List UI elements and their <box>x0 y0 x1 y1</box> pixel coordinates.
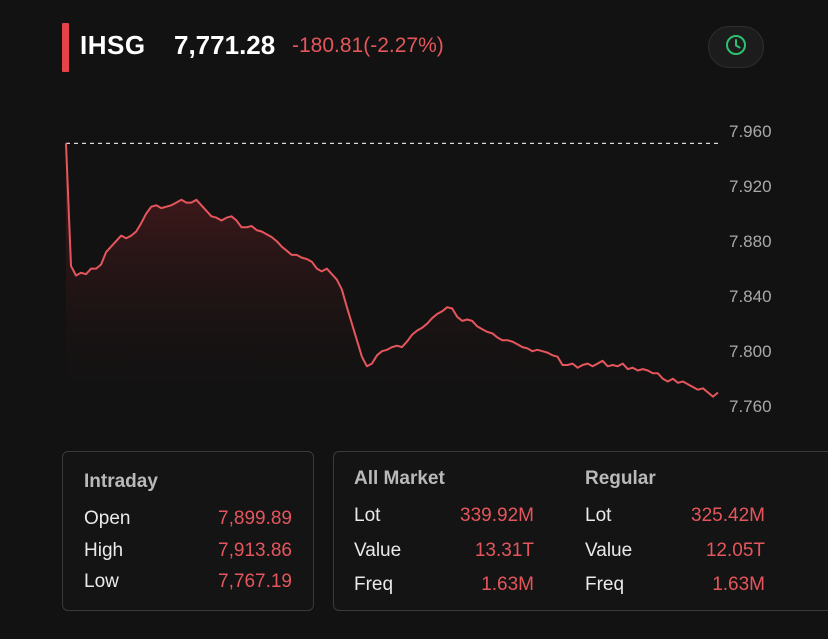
intraday-open-value: 7,899.89 <box>218 508 292 529</box>
ticker-symbol: IHSG <box>80 30 146 60</box>
y-tick-label: 7.800 <box>729 342 772 361</box>
intraday-price-chart: 7.960 7.920 7.880 7.840 7.800 7.760 <box>65 122 772 420</box>
y-tick-label: 7.760 <box>729 397 772 416</box>
price-line <box>65 143 719 398</box>
y-tick-label: 7.960 <box>729 122 772 141</box>
ticker-accent-bar <box>62 23 69 72</box>
all-market-freq-value: 1.63M <box>481 574 534 595</box>
price-area-fill <box>66 143 718 420</box>
price-change: -180.81(-2.27%) <box>292 34 444 57</box>
all-market-value-label: Value <box>354 540 402 561</box>
last-price: 7,771.28 <box>174 30 276 60</box>
intraday-high-value: 7,913.86 <box>218 540 292 561</box>
regular-lot-label: Lot <box>585 505 612 526</box>
intraday-open-label: Open <box>84 508 131 529</box>
all-market-freq-label: Freq <box>354 574 394 595</box>
clock-icon <box>724 33 748 62</box>
regular-freq-value: 1.63M <box>712 574 765 595</box>
intraday-card: Intraday Open 7,899.89 High 7,913.86 Low… <box>62 451 314 611</box>
all-market-value-value: 13.31T <box>474 540 534 561</box>
all-market-lot-label: Lot <box>354 505 381 526</box>
history-button[interactable] <box>708 26 764 68</box>
y-tick-label: 7.840 <box>729 287 772 306</box>
regular-value-label: Value <box>585 540 633 561</box>
regular-value-value: 12.05T <box>705 540 765 561</box>
regular-lot-value: 325.42M <box>691 505 765 526</box>
intraday-high-label: High <box>84 540 124 561</box>
all-market-lot-value: 339.92M <box>460 505 534 526</box>
y-tick-label: 7.920 <box>729 177 772 196</box>
intraday-low-label: Low <box>84 571 119 592</box>
intraday-title: Intraday <box>84 471 158 492</box>
market-stats-card: All Market Lot 339.92M Value 13.31T Freq… <box>333 451 828 611</box>
regular-title: Regular <box>585 468 656 489</box>
intraday-low-value: 7,767.19 <box>218 571 292 592</box>
regular-freq-label: Freq <box>585 574 625 595</box>
all-market-title: All Market <box>354 468 445 489</box>
y-tick-label: 7.880 <box>729 232 772 251</box>
